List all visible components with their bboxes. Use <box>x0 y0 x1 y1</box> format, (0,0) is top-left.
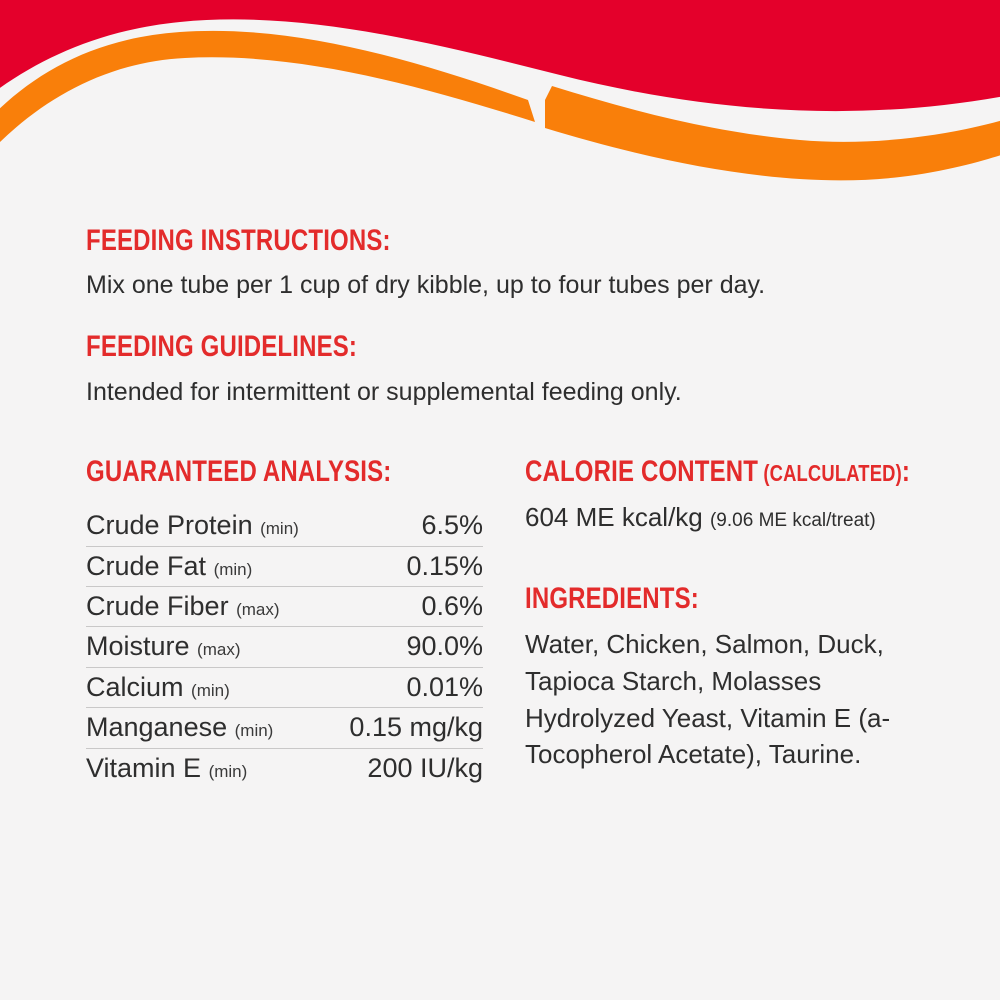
nutrient-label: Moisture <box>86 631 190 662</box>
right-column: CALORIE CONTENT (CALCULATED): 604 ME kca… <box>439 454 939 774</box>
nutrient-qualifier: (min) <box>234 721 274 741</box>
guaranteed-analysis-table: Crude Protein (min) 6.5% Crude Fat (min)… <box>86 506 483 788</box>
nutrient-name-cell: Moisture (max) <box>86 626 330 668</box>
ingredients-heading: INGREDIENTS: <box>525 582 699 616</box>
nutrient-name-cell: Crude Protein (min) <box>86 506 330 546</box>
table-row: Manganese (min) 0.15 mg/kg <box>86 707 483 749</box>
ingredients-text: Water, Chicken, Salmon, Duck, Tapioca St… <box>525 628 891 770</box>
nutrient-name-cell: Crude Fiber (max) <box>86 585 330 627</box>
nutrient-amount-cell: 0.6% <box>329 585 483 627</box>
label-content: FEEDING INSTRUCTIONS: Mix one tube per 1… <box>0 224 1000 876</box>
table-row: Crude Fat (min) 0.15% <box>86 545 483 587</box>
feeding-guidelines-section: FEEDING GUIDELINES: Intended for intermi… <box>0 330 1000 407</box>
nutrient-name-cell: Crude Fat (min) <box>86 545 330 587</box>
nutrient-qualifier: (min) <box>213 559 253 579</box>
table-row: Moisture (max) 90.0% <box>86 626 483 668</box>
two-column-region: GUARANTEED ANALYSIS: Crude Protein (min)… <box>0 454 1000 876</box>
red-wave-shape <box>0 0 1000 112</box>
nutrient-name-cell: Vitamin E (min) <box>86 747 330 788</box>
calorie-content-heading-main: CALORIE CONTENT <box>525 454 759 488</box>
nutrient-label: Vitamin E <box>86 752 202 783</box>
orange-wave-shape-right <box>545 86 1000 181</box>
nutrient-qualifier: (min) <box>208 761 248 781</box>
decorative-wave-banner <box>0 0 1000 185</box>
calorie-content-value: 604 ME kcal/kg <box>525 502 703 533</box>
feeding-guidelines-text: Intended for intermittent or supplementa… <box>86 377 682 406</box>
nutrient-label: Manganese <box>86 712 228 743</box>
table-row: Vitamin E (min) 200 IU/kg <box>86 747 483 788</box>
nutrient-label: Crude Fiber <box>86 590 229 621</box>
guaranteed-analysis-section: GUARANTEED ANALYSIS: Crude Protein (min)… <box>0 454 500 788</box>
table-row: Crude Protein (min) 6.5% <box>86 506 483 546</box>
calorie-content-heading-qualifier: (CALCULATED) <box>758 459 902 486</box>
calorie-content-heading-colon: : <box>901 454 911 488</box>
feeding-guidelines-heading: FEEDING GUIDELINES: <box>86 330 358 364</box>
guaranteed-analysis-heading: GUARANTEED ANALYSIS: <box>86 454 392 488</box>
calorie-content-heading: CALORIE CONTENT (CALCULATED): <box>525 454 910 488</box>
ingredients-section: INGREDIENTS: Water, Chicken, Salmon, Duc… <box>439 533 939 773</box>
nutrient-amount-cell: 0.15% <box>329 545 483 587</box>
nutrient-qualifier: (min) <box>260 519 299 539</box>
nutrient-label: Crude Fat <box>86 550 207 581</box>
nutrient-qualifier: (min) <box>191 680 230 700</box>
nutrient-qualifier: (max) <box>197 640 241 660</box>
calorie-content-value-line: 604 ME kcal/kg (9.06 ME kcal/treat) <box>525 488 939 533</box>
calorie-content-per-treat: (9.06 ME kcal/treat) <box>709 510 876 532</box>
nutrient-amount-cell: 200 IU/kg <box>329 747 483 788</box>
table-row: Calcium (min) 0.01% <box>86 666 483 708</box>
feeding-instructions-text: Mix one tube per 1 cup of dry kibble, up… <box>86 271 766 300</box>
nutrient-name-cell: Manganese (min) <box>86 707 330 749</box>
orange-wave-shape <box>0 30 535 143</box>
nutrient-amount-cell: 6.5% <box>421 510 483 541</box>
feeding-instructions-section: FEEDING INSTRUCTIONS: Mix one tube per 1… <box>0 224 1000 301</box>
table-row: Crude Fiber (max) 0.6% <box>86 585 483 627</box>
nutrient-label: Calcium <box>86 671 184 702</box>
guaranteed-analysis-rows: Crude Protein (min) 6.5% Crude Fat (min)… <box>86 506 483 788</box>
nutrient-amount-cell: 90.0% <box>329 626 483 668</box>
nutrient-label: Crude Protein <box>86 510 253 541</box>
calorie-content-section: CALORIE CONTENT (CALCULATED): 604 ME kca… <box>439 454 939 534</box>
feeding-instructions-heading: FEEDING INSTRUCTIONS: <box>86 224 391 257</box>
nutrient-amount-cell: 0.01% <box>329 666 483 708</box>
nutrient-name-cell: Calcium (min) <box>86 666 330 708</box>
nutrient-amount-cell: 0.15 mg/kg <box>329 707 483 749</box>
nutrient-qualifier: (max) <box>236 599 280 619</box>
